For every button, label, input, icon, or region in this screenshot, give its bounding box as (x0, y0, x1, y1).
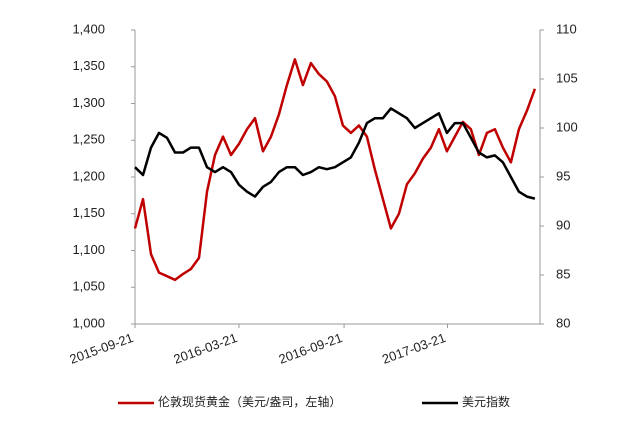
y-tick-label: 1,000 (72, 315, 105, 330)
x-tick-label: 2016-03-21 (172, 330, 240, 367)
y2-tick-label: 85 (556, 266, 570, 281)
y2-tick-label: 80 (556, 315, 570, 330)
y-tick-label: 1,400 (72, 21, 105, 36)
y-tick-label: 1,050 (72, 279, 105, 294)
y2-tick-label: 95 (556, 168, 570, 183)
series-line (134, 107, 536, 200)
y-tick-label: 1,150 (72, 205, 105, 220)
x-tick-label: 2015-09-21 (68, 330, 136, 367)
y-tick-label: 1,350 (72, 58, 105, 73)
y2-tick-label: 110 (556, 21, 577, 36)
y-tick-label: 1,100 (72, 242, 105, 257)
x-tick-label: 2016-09-21 (277, 330, 345, 367)
y2-tick-label: 90 (556, 217, 570, 232)
x-tick-label: 2017-03-21 (380, 330, 448, 367)
legend-label: 伦敦现货黄金（美元/盎司，左轴） (158, 394, 341, 409)
y-tick-label: 1,250 (72, 132, 105, 147)
y2-tick-label: 105 (556, 70, 578, 85)
y-tick-label: 1,300 (72, 95, 105, 110)
y2-tick-label: 100 (556, 119, 578, 134)
legend-label: 美元指数 (462, 394, 510, 409)
y-tick-label: 1,200 (72, 168, 105, 183)
series-line (133, 58, 537, 282)
